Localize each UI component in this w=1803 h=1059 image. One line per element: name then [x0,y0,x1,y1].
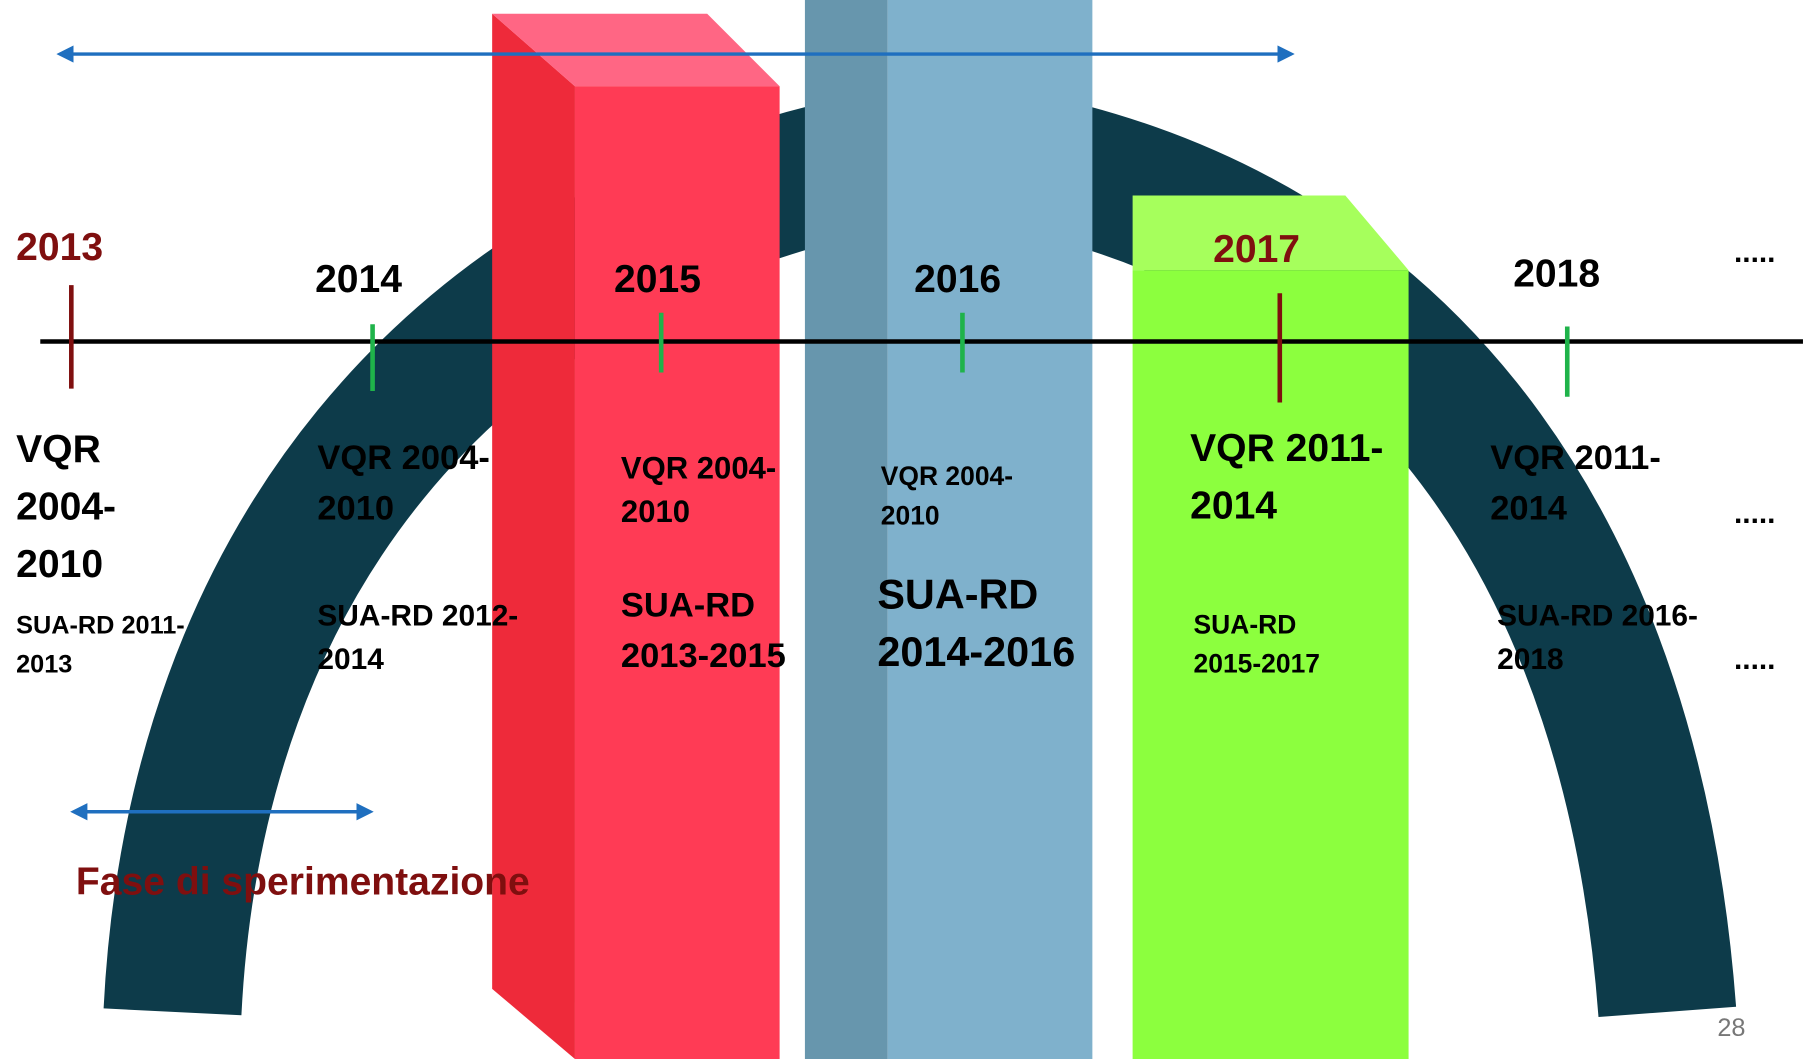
vqr-label: VQR 2011- [1190,427,1383,470]
vqr-label: 2004- [16,486,116,529]
page-number: 28 [1717,1014,1745,1042]
sua-label: SUA-RD [621,586,755,624]
vqr-label: VQR 2011- [1490,439,1661,477]
continuation-dots: ..... [1734,643,1776,676]
year-label: 2018 [1513,252,1600,295]
vqr-label: 2014 [1190,485,1277,528]
sua-label: 2013 [16,651,72,679]
vqr-label: 2010 [16,543,103,586]
sua-label: 2014-2016 [877,629,1075,675]
red-bar [575,86,780,1059]
sua-label: 2015-2017 [1194,649,1320,679]
vqr-label: 2010 [881,500,940,530]
sua-label: 2018 [1497,643,1563,676]
vqr-label: VQR 2004- [317,439,490,477]
vqr-label: 2010 [317,490,394,528]
phase-label: Fase di sperimentazione [76,861,530,904]
blue-bar-side [805,0,888,1059]
vqr-label: VQR 2004- [621,450,776,485]
year-label: 2017 [1213,228,1300,271]
vqr-label: 2010 [621,494,690,529]
page: {"timeline": { "columns": [ {"year": "20… [0,0,1803,1059]
vqr-label: 2014 [1490,490,1567,528]
sua-label: SUA-RD 2016- [1497,600,1698,633]
slide: Fase di sperimentazione 28 2013 VQR 2004- 2… [0,0,1803,1059]
sua-label: 2014 [317,643,384,676]
sua-label: SUA-RD [877,571,1038,617]
sua-label: SUA-RD 2012- [317,600,518,633]
sua-label: SUA-RD [1194,610,1297,640]
year-label: 2014 [315,258,402,301]
year-label: 2015 [614,258,701,301]
sua-label: SUA-RD 2011- [16,612,185,640]
year-label: 2016 [914,258,1001,301]
sua-label: 2013-2015 [621,637,786,675]
continuation-dots: ..... [1734,497,1776,530]
vqr-label: VQR [16,428,101,471]
continuation-dots: ..... [1734,236,1776,269]
vqr-label: VQR 2004- [881,461,1013,491]
year-label: 2013 [16,226,103,269]
